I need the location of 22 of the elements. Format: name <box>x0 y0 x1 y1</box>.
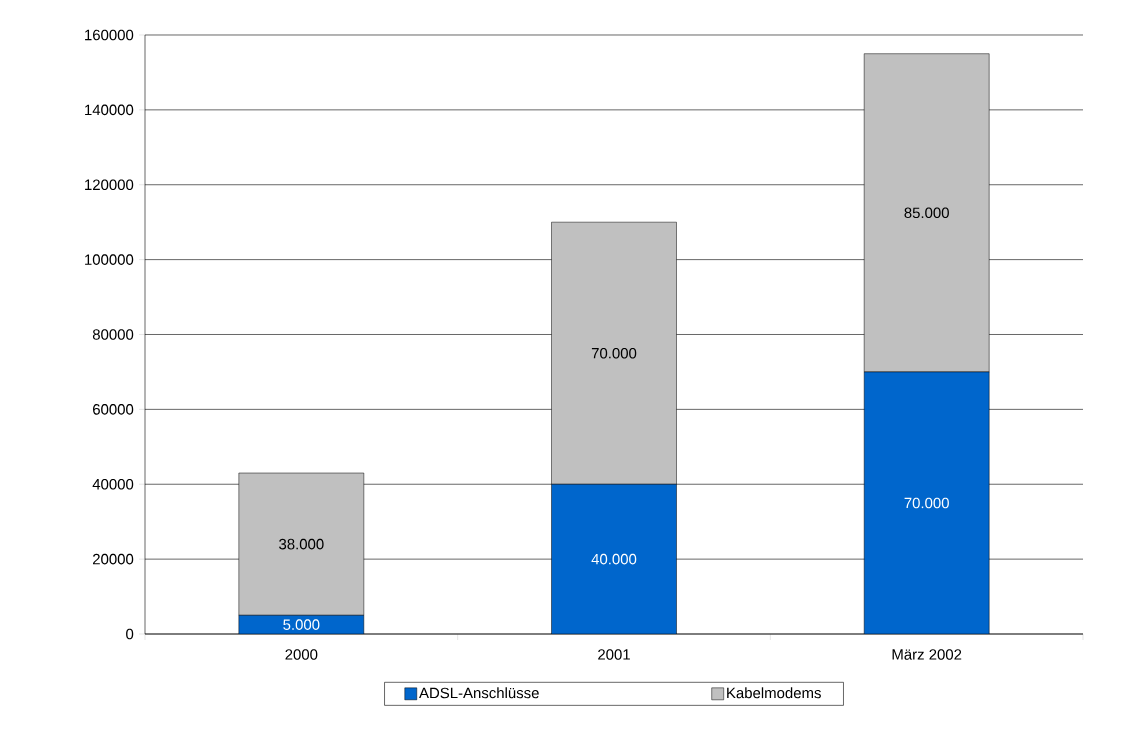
bar <box>863 371 990 634</box>
data-label: 85.000 <box>904 207 949 219</box>
y-tick-label: 120000 <box>85 179 134 191</box>
x-tick-label: 2000 <box>285 649 318 660</box>
data-label: 38.000 <box>279 538 324 550</box>
legend-label: ADSL-Anschlüsse <box>419 687 539 699</box>
y-tick-label: 100000 <box>85 254 134 265</box>
y-tick-label: 0 <box>126 628 134 640</box>
y-tick-label: 60000 <box>93 404 134 415</box>
y-tick-label: 40000 <box>92 478 134 490</box>
y-tick-label: 160000 <box>85 29 134 41</box>
legend-label: Kabelmodems <box>727 687 821 699</box>
bar <box>551 484 677 634</box>
x-tick-label: März 2002 <box>892 649 962 660</box>
y-tick-label: 80000 <box>92 329 134 340</box>
data-label: 70.000 <box>591 347 637 359</box>
data-label: 40.000 <box>591 553 637 565</box>
y-tick-label: 20000 <box>93 553 134 565</box>
data-label: 5.000 <box>283 619 320 630</box>
data-label: 70.000 <box>904 497 949 509</box>
x-tick-label: 2001 <box>598 649 630 660</box>
y-tick-label: 140000 <box>85 104 134 116</box>
